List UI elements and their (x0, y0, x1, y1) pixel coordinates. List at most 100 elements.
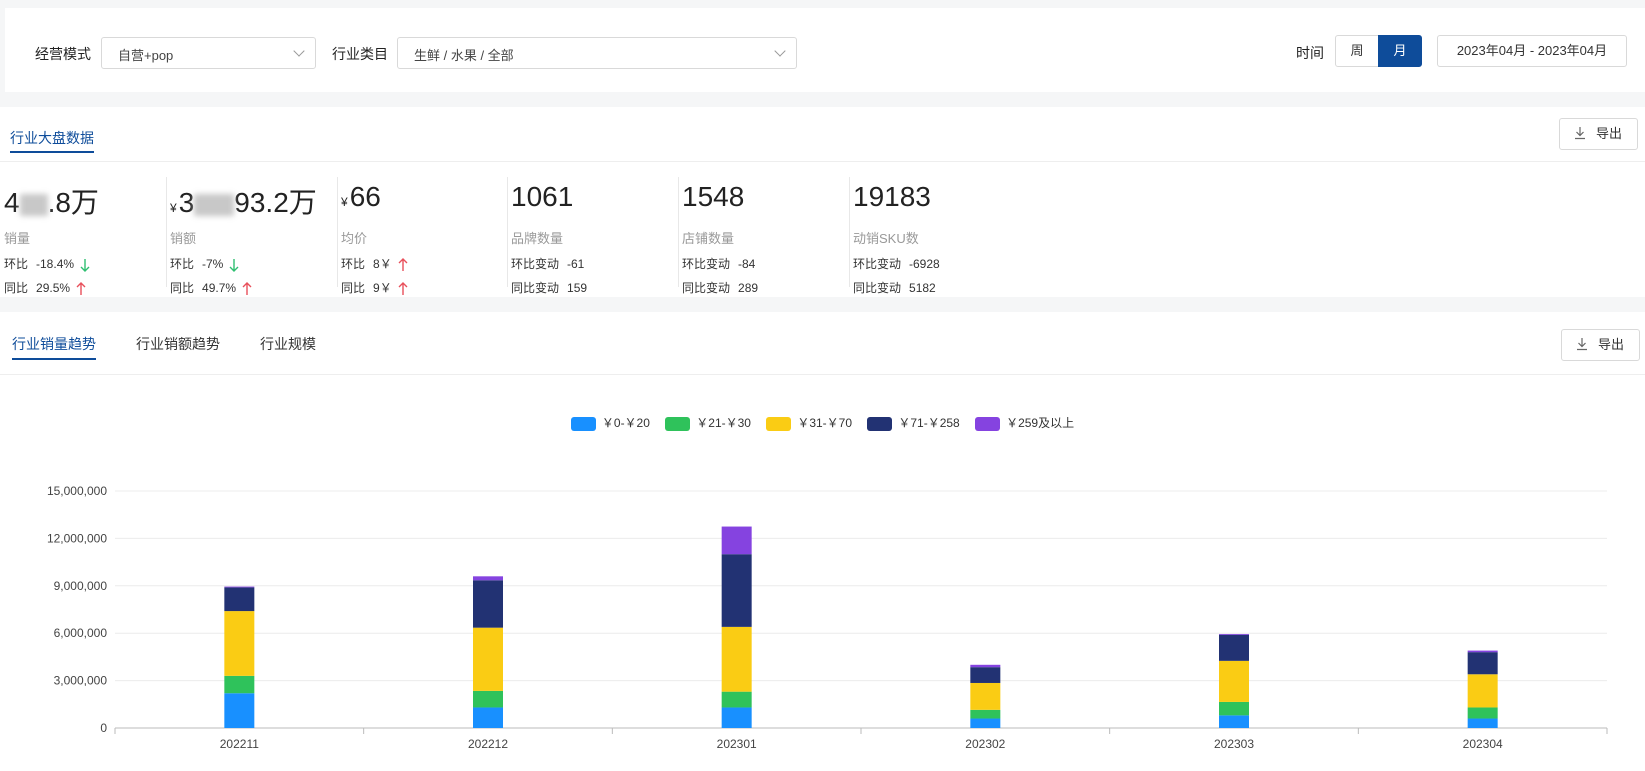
stacked-bar-chart: 0 3,000,000 6,000,000 9,000,000 12,000,000 15… (47, 484, 1608, 751)
chart-legend: ￥0-￥20 ￥21-￥30 ￥31-￥70 ￥71-￥258 ￥259及以上 (0, 414, 1645, 431)
metric-mom-row: 环比变动 -84 (682, 257, 756, 271)
bar-segment (224, 693, 255, 728)
divider (166, 177, 167, 287)
metric-yoy-row: 同比 29.5% (4, 279, 86, 296)
bar-segment (473, 580, 503, 628)
legend-item[interactable]: ￥71-￥258 (867, 414, 960, 431)
metric-value: 19183 (853, 181, 931, 212)
y-tick-label: 12,000,000 (47, 531, 107, 545)
metric-value: ¥3 93.2万 (170, 187, 317, 218)
y-tick-label: 3,000,000 (54, 674, 108, 688)
time-label: 时间 (1296, 45, 1324, 61)
blurred-mask (19, 193, 48, 216)
x-tick-label: 202304 (1463, 737, 1503, 751)
bar-segment (970, 682, 1001, 710)
y-tick-label: 9,000,000 (54, 579, 108, 593)
export-label: 导出 (1598, 337, 1625, 352)
bar-segment (970, 667, 1001, 683)
bar-segment (721, 554, 752, 627)
arrow-up-icon (76, 281, 86, 295)
bar-segment (1467, 718, 1498, 728)
tab-sales-volume-trend[interactable]: 行业销量趋势 (12, 334, 96, 360)
metric-mom-row: 环比变动 -6928 (853, 257, 940, 271)
mode-label: 经营模式 (35, 46, 91, 62)
bar-segment (970, 709, 1001, 719)
bar-segment (473, 707, 503, 728)
download-icon (1575, 127, 1585, 140)
chevron-down-icon (774, 45, 786, 57)
time-week-button[interactable]: 周 (1335, 35, 1379, 67)
bar-segment (721, 707, 752, 728)
metric-value: 1548 (682, 181, 745, 212)
arrow-up-icon (242, 281, 252, 295)
metric-brand-count: 1061 品牌数量 环比变动 -61 同比变动 159 (507, 171, 677, 295)
divider (0, 161, 1645, 162)
bar-segment (1219, 660, 1249, 702)
legend-item[interactable]: ￥0-￥20 (570, 414, 650, 431)
arrow-up-icon (398, 257, 408, 271)
x-tick-label: 202303 (1214, 737, 1254, 751)
arrow-down-icon (80, 258, 90, 272)
bar-segment (224, 611, 255, 676)
y-tick-label: 6,000,000 (54, 626, 108, 640)
bar-segment (1219, 634, 1249, 661)
divider (337, 177, 338, 287)
tab-industry-scale[interactable]: 行业规模 (260, 336, 316, 352)
bar-segment (721, 626, 752, 692)
legend-item[interactable]: ￥259及以上 (975, 414, 1074, 431)
x-tick-label: 202212 (468, 737, 508, 751)
y-tick-label: 0 (100, 721, 107, 735)
arrow-down-icon (229, 258, 239, 272)
bar-segment (224, 586, 255, 588)
metric-mom-row: 环比变动 -61 (511, 257, 585, 271)
metric-name: 动销SKU数 (853, 231, 919, 246)
bar-segment (1219, 701, 1249, 716)
mode-select[interactable]: 自营+pop (101, 37, 316, 69)
legend-swatch (867, 416, 893, 431)
chevron-down-icon (293, 45, 305, 57)
legend-swatch (570, 416, 596, 431)
metric-sales-amount: ¥3 93.2万 销额 环比 -7% 同比 49.7% (166, 171, 336, 296)
overview-card: 行业大盘数据 导出 4.8万 销量 环比 -18.4% 同比 29.5% ¥3 93.… (0, 107, 1645, 297)
trend-export-button[interactable]: 导出 (1561, 329, 1640, 361)
bar-segment (721, 526, 752, 555)
export-label: 导出 (1596, 126, 1623, 141)
divider (507, 177, 508, 287)
metric-name: 均价 (341, 231, 368, 246)
bar-segment (473, 690, 503, 708)
bar-segment (721, 691, 752, 708)
metric-value: ¥66 (341, 181, 381, 212)
bar-segment (224, 587, 255, 612)
bar-segment (970, 718, 1001, 728)
time-month-button[interactable]: 月 (1378, 35, 1422, 67)
blurred-mask (194, 193, 235, 216)
legend-item[interactable]: ￥31-￥70 (766, 414, 852, 431)
divider (849, 177, 850, 287)
bar-segment (1219, 715, 1249, 728)
category-select-value: 生鲜 / 水果 / 全部 (414, 48, 514, 63)
bar-segment (224, 675, 255, 694)
bar-segment (1467, 707, 1498, 719)
date-range-picker[interactable]: 2023年04月 - 2023年04月 (1437, 35, 1627, 67)
metric-mom-row: 环比 8￥ (341, 255, 408, 272)
metric-yoy-row: 同比 49.7% (170, 279, 252, 296)
divider (678, 177, 679, 287)
legend-item[interactable]: ￥21-￥30 (665, 414, 751, 431)
metric-name: 销量 (4, 231, 31, 246)
bar-segment (1219, 633, 1249, 635)
category-select[interactable]: 生鲜 / 水果 / 全部 (397, 37, 797, 69)
divider (0, 374, 1645, 375)
legend-swatch (766, 416, 792, 431)
arrow-up-icon (398, 281, 408, 295)
legend-swatch (975, 416, 1001, 431)
metric-name: 销额 (170, 231, 197, 246)
metric-yoy-row: 同比 9￥ (341, 279, 408, 296)
tab-sales-amount-trend[interactable]: 行业销额趋势 (136, 336, 220, 352)
overview-tab-title[interactable]: 行业大盘数据 (10, 128, 94, 153)
x-tick-label: 202302 (965, 737, 1005, 751)
metric-store-count: 1548 店铺数量 环比变动 -84 同比变动 289 (678, 171, 848, 295)
overview-export-button[interactable]: 导出 (1559, 118, 1638, 150)
metric-name: 店铺数量 (682, 231, 735, 246)
metric-name: 品牌数量 (511, 231, 564, 246)
metric-mom-row: 环比 -18.4% (4, 255, 90, 272)
